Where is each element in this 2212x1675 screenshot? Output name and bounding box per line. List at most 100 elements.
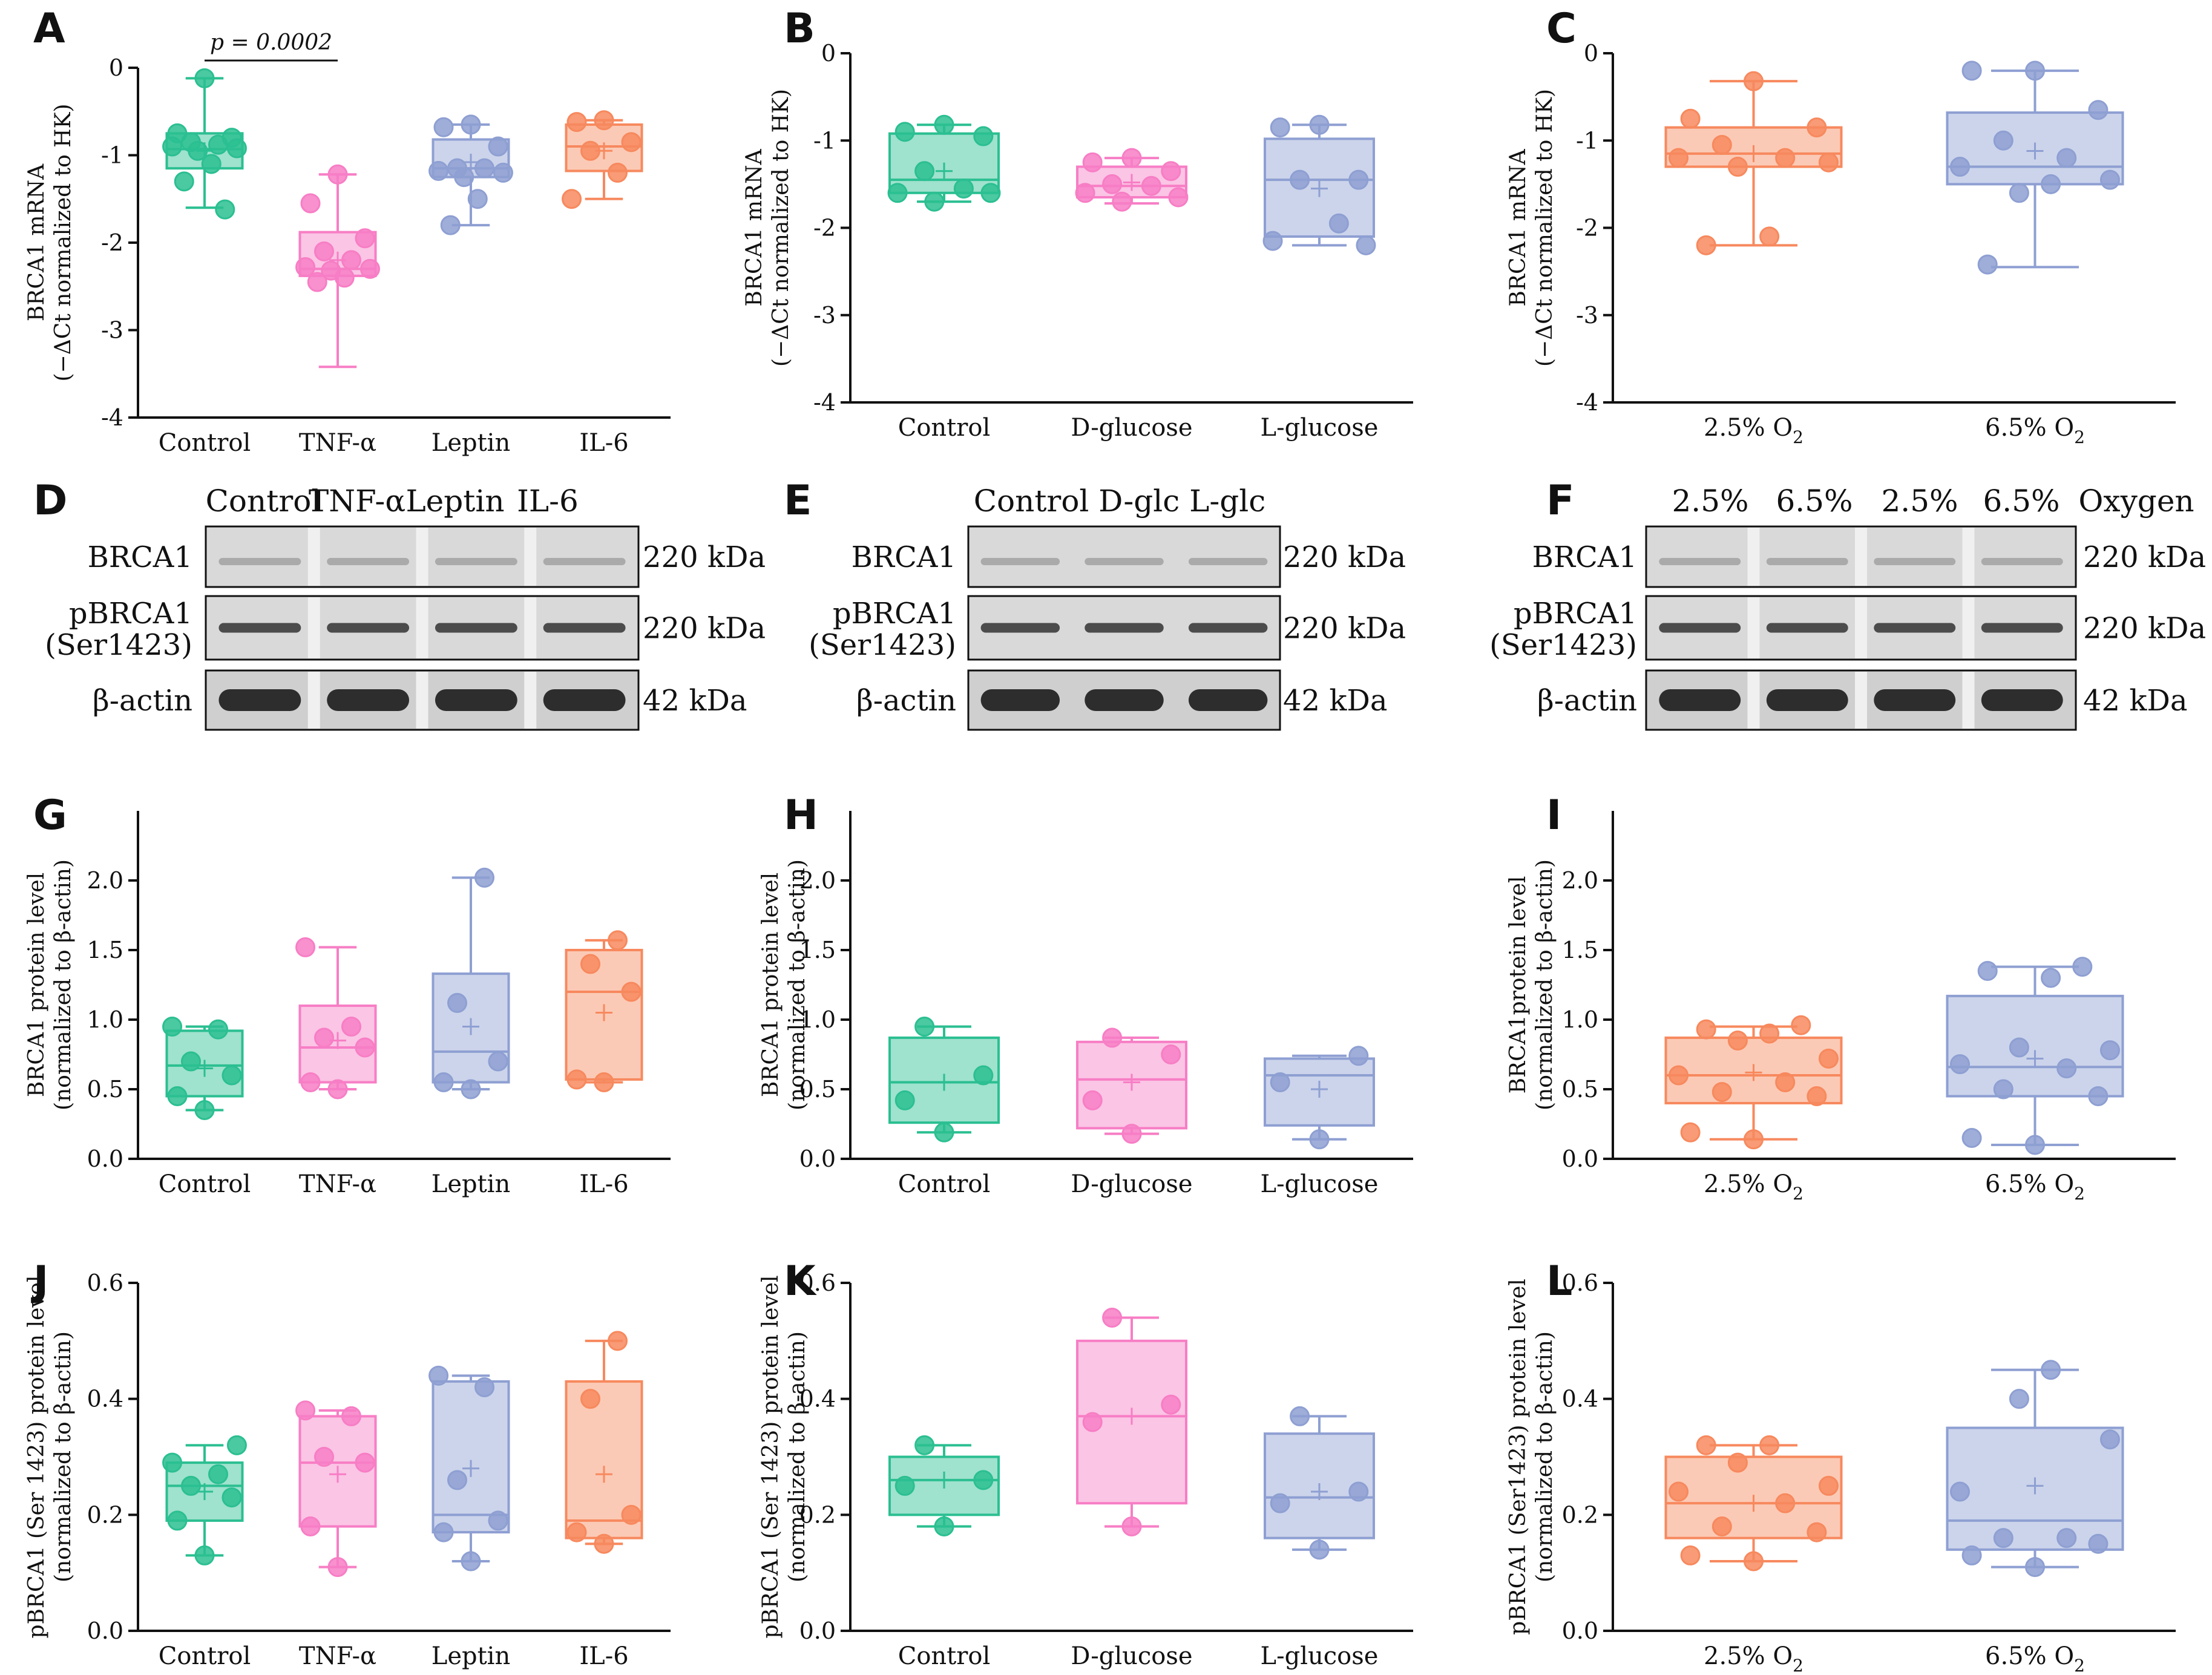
data-point (566, 1069, 587, 1090)
data-point (1102, 1028, 1123, 1048)
protein-band (543, 623, 626, 633)
data-point (2025, 61, 2045, 81)
box-2-5-o2 (1664, 1015, 1843, 1150)
data-point (222, 1065, 242, 1086)
data-point (300, 193, 321, 214)
data-point (208, 1464, 228, 1484)
data-point (300, 1072, 321, 1092)
data-point (1356, 235, 1376, 255)
blot-row: pBRCA1(Ser1423) 220 kDa (1489, 595, 2206, 662)
box-l-glucose (1264, 1406, 1375, 1560)
data-point (1075, 183, 1095, 203)
blot-row: BRCA1 220 kDa (852, 525, 1406, 588)
data-point (608, 930, 628, 951)
y-tick-label: 0.2 (87, 1501, 123, 1528)
data-point (1977, 254, 1998, 275)
data-point (2025, 1135, 2045, 1155)
data-point (226, 1435, 247, 1455)
box-6-5-o2 (1946, 61, 2124, 275)
box-control (888, 1017, 1000, 1142)
y-axis-label: BRCA1 protein level (normalized to β-acti… (24, 859, 76, 1110)
data-point (2088, 1533, 2109, 1554)
data-point (1270, 117, 1290, 138)
data-point (300, 1516, 321, 1536)
y-tick-label: 0.0 (1562, 1618, 1598, 1644)
x-tick-label: Control (159, 429, 251, 457)
data-point (194, 1100, 215, 1120)
data-point (1680, 108, 1701, 129)
protein-band (1659, 558, 1741, 565)
x-tick-label: TNF-α (299, 1170, 376, 1198)
data-point (621, 1504, 642, 1525)
data-point (1818, 152, 1839, 172)
data-point (1161, 161, 1181, 182)
data-point (167, 1510, 188, 1531)
data-point (1759, 226, 1780, 247)
y-tick-label: 0.5 (87, 1076, 123, 1103)
data-point (2056, 1058, 2077, 1078)
data-point (355, 1037, 375, 1058)
y-tick-label: 1.5 (799, 937, 836, 963)
data-point (1712, 134, 1732, 155)
y-axis-label: pBRCA1 (Ser 1423) protein level (normaliz… (24, 1275, 76, 1638)
box-6-5-o2 (1946, 957, 2124, 1155)
data-point (314, 241, 334, 261)
row-label: pBRCA1 (69, 597, 192, 631)
y-axis-label: pBRCA1 (Ser1423) protein level (normalize… (1506, 1279, 1557, 1635)
data-point (2099, 1429, 2120, 1450)
x-tick-label: Leptin (432, 429, 510, 457)
y-tick-label: 0.0 (1562, 1146, 1598, 1172)
data-point (1950, 1481, 1971, 1502)
data-point (1082, 152, 1103, 172)
data-point (1082, 1090, 1103, 1110)
lane-header: IL-6 (517, 483, 579, 519)
protein-band (218, 558, 301, 565)
data-point (2088, 1086, 2109, 1106)
y-tick-label: 1.0 (1562, 1006, 1598, 1033)
row-label: BRCA1 (1532, 540, 1637, 574)
data-point (162, 136, 183, 157)
blot-membrane (967, 525, 1281, 588)
data-point (953, 179, 974, 199)
panel-label: I (1546, 792, 1561, 839)
row-label-sub: (Ser1423) (809, 628, 956, 662)
blot-row: BRCA1 220 kDa (88, 525, 766, 588)
data-point (1290, 169, 1310, 190)
data-point (2072, 957, 2093, 977)
protein-band (1188, 558, 1268, 565)
band-size-label: 42 kDa (2083, 684, 2188, 718)
y-tick-label: -2 (101, 229, 123, 256)
y-tick-label: 0 (109, 54, 123, 81)
data-point (2041, 1360, 2061, 1380)
panel-j: J 0.0 0.2 0.4 0.6 pBRCA1 (Ser 1423) protein l… (24, 1257, 671, 1670)
data-point (1727, 157, 1748, 177)
data-point (488, 136, 508, 157)
protein-band (1085, 689, 1164, 711)
lane-gap (1747, 597, 1760, 658)
row-label: β-actin (93, 684, 192, 718)
x-tick-label: TNF-α (299, 429, 376, 457)
y-tick-label: 0.4 (799, 1386, 836, 1412)
data-point (580, 1389, 600, 1409)
protein-band (327, 689, 410, 711)
data-point (1961, 61, 1982, 81)
data-point (341, 1017, 361, 1037)
panel-b: B0 -1 -2 -3 -4 BRCA1 mRNA (−ΔCt normalized to … (742, 5, 1413, 442)
data-point (1121, 1516, 1142, 1536)
data-point (1168, 187, 1189, 208)
protein-band (1874, 623, 1956, 633)
x-tick-label: IL-6 (579, 429, 628, 457)
data-point (2025, 1557, 2045, 1578)
lane-gap (1962, 597, 1975, 658)
data-point (1680, 1545, 1701, 1565)
data-point (215, 199, 235, 220)
data-point (1141, 175, 1161, 196)
band-size-label: 220 kDa (2083, 540, 2206, 574)
data-point (295, 937, 316, 957)
x-tick-label: D-glucose (1071, 1642, 1192, 1670)
y-tick-label: 0.2 (1562, 1501, 1598, 1528)
protein-band (435, 623, 517, 633)
protein-band (1085, 558, 1164, 565)
data-point (1775, 1072, 1796, 1092)
y-axis-label-line: (normalized to β-actin) (1532, 859, 1557, 1110)
